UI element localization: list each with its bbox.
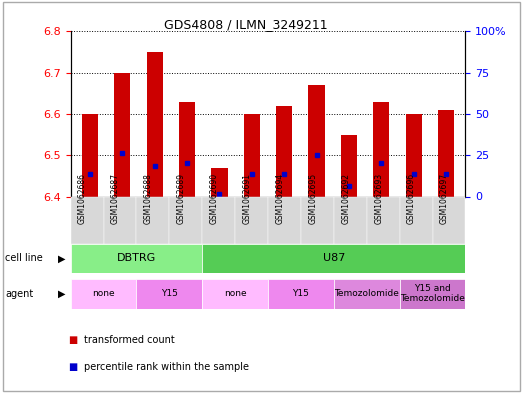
Text: ■: ■ [68,335,77,345]
Bar [433,196,465,244]
Text: GSM1062691: GSM1062691 [243,173,252,224]
Text: GSM1062692: GSM1062692 [342,173,350,224]
Text: GSM1062695: GSM1062695 [309,173,317,224]
Bar [301,196,334,244]
Bar [400,279,465,309]
Text: none: none [92,289,115,298]
Text: transformed count: transformed count [84,335,175,345]
Text: DBTRG: DBTRG [117,253,156,263]
Bar [137,196,169,244]
Text: cell line: cell line [5,253,43,263]
Text: ▶: ▶ [58,253,65,263]
Text: none: none [224,289,246,298]
Text: Y15: Y15 [161,289,178,298]
Bar [137,279,202,309]
Bar [309,85,325,196]
Text: GSM1062696: GSM1062696 [407,173,416,224]
Bar [146,52,163,196]
Text: GSM1062688: GSM1062688 [144,173,153,224]
Bar [202,244,465,273]
Bar [276,106,292,196]
Bar [71,279,137,309]
Text: GSM1062686: GSM1062686 [78,173,87,224]
Bar [179,102,195,196]
Text: GSM1062697: GSM1062697 [440,173,449,224]
Bar [211,168,228,196]
Bar [104,196,137,244]
Text: Y15 and
Temozolomide: Y15 and Temozolomide [400,284,465,303]
Bar [115,73,130,196]
Bar [438,110,454,196]
Bar [334,279,400,309]
Bar [341,135,357,196]
Bar [169,196,202,244]
Bar [202,279,268,309]
Text: percentile rank within the sample: percentile rank within the sample [84,362,248,373]
Bar [235,196,268,244]
Bar [373,102,390,196]
Text: GSM1062693: GSM1062693 [374,173,383,224]
Bar [268,279,334,309]
Text: Y15: Y15 [292,289,310,298]
Text: Temozolomide: Temozolomide [334,289,399,298]
Bar [202,196,235,244]
Bar [82,114,98,196]
Text: GSM1062689: GSM1062689 [177,173,186,224]
Text: agent: agent [5,289,33,299]
Text: GSM1062690: GSM1062690 [210,173,219,224]
Text: ▶: ▶ [58,289,65,299]
Bar [334,196,367,244]
Bar [367,196,400,244]
Bar [400,196,433,244]
Bar [268,196,301,244]
Bar [244,114,260,196]
Text: GSM1062694: GSM1062694 [276,173,285,224]
Text: ■: ■ [68,362,77,373]
Text: GDS4808 / ILMN_3249211: GDS4808 / ILMN_3249211 [164,18,327,31]
Text: U87: U87 [323,253,345,263]
Text: GSM1062687: GSM1062687 [111,173,120,224]
Bar [71,244,202,273]
Bar [71,196,104,244]
Bar [406,114,422,196]
